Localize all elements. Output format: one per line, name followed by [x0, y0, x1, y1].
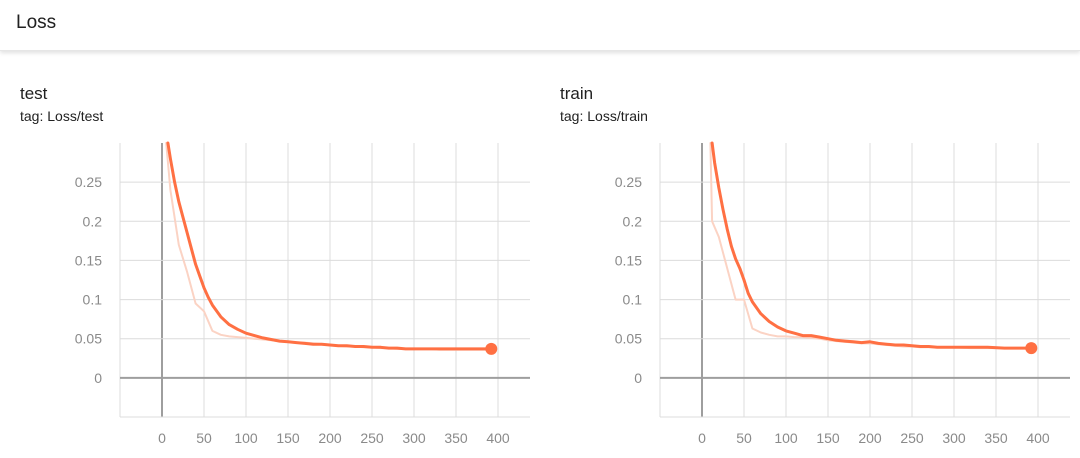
chart-tag: tag: Loss/test [20, 108, 104, 124]
x-tick-label: 200 [858, 430, 882, 446]
section-title: Loss [16, 12, 57, 33]
series-end-point [1025, 342, 1038, 355]
chart-title: test [20, 84, 48, 103]
loss-test-chart[interactable]: 0 50 100 150 200 250 300 350 400 0 0.05 0.1 0.15 0.2 0… [0, 60, 530, 458]
x-tick-label: 100 [234, 430, 258, 446]
y-tick-label: 0.05 [75, 331, 102, 347]
x-tick-label: 350 [984, 430, 1008, 446]
series-end-point [485, 342, 498, 355]
y-tick-label: 0 [634, 370, 642, 386]
series-line-smoothed [710, 141, 1033, 350]
loss-train-chart[interactable]: 0 50 100 150 200 250 300 350 400 0 0.05 0.1 0.15 0.2 0… [540, 60, 1070, 458]
x-tick-label: 0 [158, 430, 166, 446]
x-tick-label: 0 [698, 430, 706, 446]
y-tick-label: 0.15 [75, 252, 102, 268]
x-tick-label: 300 [402, 430, 426, 446]
chart-tag: tag: Loss/train [560, 108, 648, 124]
x-tick-label: 350 [444, 430, 468, 446]
x-tick-label: 250 [900, 430, 924, 446]
y-tick-label: 0.1 [623, 292, 643, 308]
x-tick-label: 200 [318, 430, 342, 446]
y-tick-label: 0.15 [615, 252, 642, 268]
x-tick-label: 150 [816, 430, 840, 446]
chart-title: train [560, 84, 594, 103]
x-tick-label: 50 [196, 430, 212, 446]
series-line-smoothed [166, 141, 493, 351]
series-line-raw [709, 142, 1033, 350]
x-tick-label: 300 [942, 430, 966, 446]
y-tick-label: 0 [94, 370, 102, 386]
x-tick-label: 400 [486, 430, 510, 446]
x-tick-label: 100 [774, 430, 798, 446]
x-tick-label: 250 [360, 430, 384, 446]
y-tick-label: 0.2 [83, 213, 103, 229]
x-tick-label: 50 [736, 430, 752, 446]
y-tick-label: 0.2 [623, 213, 643, 229]
section-header[interactable]: Loss [0, 0, 1080, 51]
series-line-raw [165, 142, 491, 351]
y-tick-label: 0.05 [615, 331, 642, 347]
chart-card-train: train tag: Loss/train 0 50 100 150 200 250 300… [540, 60, 1070, 458]
chart-card-test: test tag: Loss/test 0 50 100 150 200 250 300 35… [0, 60, 530, 458]
y-tick-label: 0.25 [75, 174, 102, 190]
y-tick-label: 0.1 [83, 292, 103, 308]
y-tick-label: 0.25 [615, 174, 642, 190]
x-tick-label: 400 [1026, 430, 1050, 446]
x-tick-label: 150 [276, 430, 300, 446]
